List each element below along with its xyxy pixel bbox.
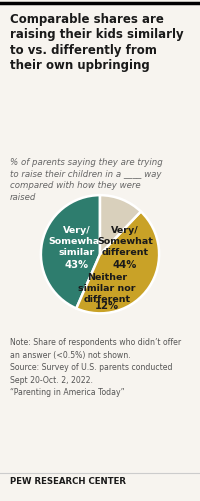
Text: 44%: 44% xyxy=(113,260,137,270)
Text: 12%: 12% xyxy=(95,301,119,311)
Text: Comparable shares are
raising their kids similarly
to vs. differently from
their: Comparable shares are raising their kids… xyxy=(10,13,184,72)
Wedge shape xyxy=(100,195,141,255)
Wedge shape xyxy=(76,211,159,313)
Text: % of parents saying they are trying
to raise their children in a ____ way
compar: % of parents saying they are trying to r… xyxy=(10,158,163,202)
Text: Very/
Somewhat
similar: Very/ Somewhat similar xyxy=(48,225,104,257)
Text: Very/
Somewhat
different: Very/ Somewhat different xyxy=(97,225,153,257)
Text: Neither
similar nor
different: Neither similar nor different xyxy=(78,273,136,304)
Text: PEW RESEARCH CENTER: PEW RESEARCH CENTER xyxy=(10,477,126,486)
Text: 43%: 43% xyxy=(64,260,88,270)
Text: Note: Share of respondents who didn’t offer
an answer (<0.5%) not shown.
Source:: Note: Share of respondents who didn’t of… xyxy=(10,338,181,397)
Wedge shape xyxy=(41,195,100,309)
